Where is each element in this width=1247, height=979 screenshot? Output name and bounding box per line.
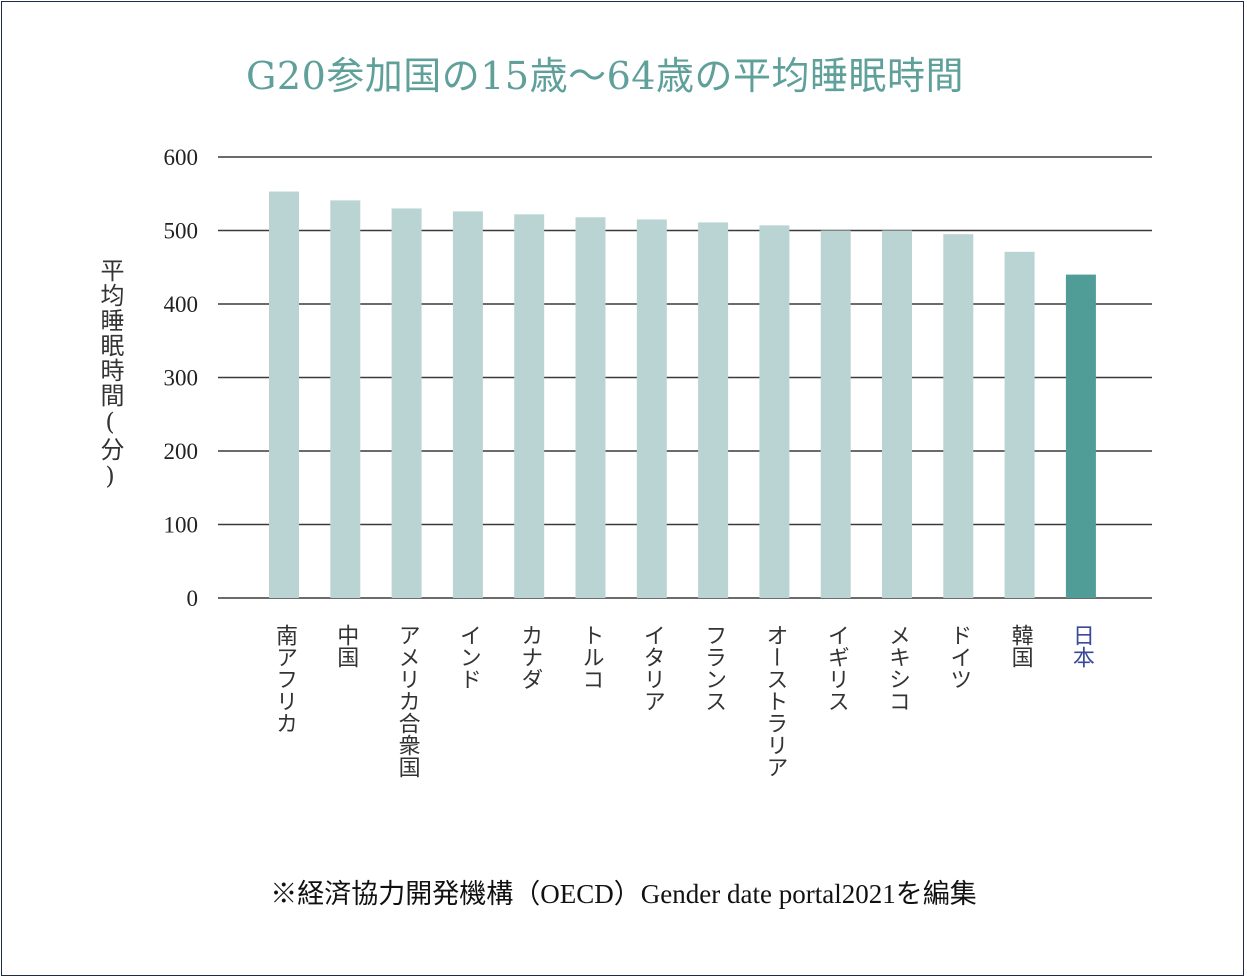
bar — [882, 230, 912, 598]
bar — [636, 219, 667, 598]
y-tick-label: 0 — [187, 586, 199, 611]
x-tick-label: イタリア — [639, 624, 665, 712]
x-tick-label: インド — [455, 624, 481, 690]
x-tick-label: 日本 — [1068, 624, 1094, 668]
x-tick-label: メキシコ — [885, 624, 910, 712]
y-tick-label: 300 — [164, 366, 199, 391]
bar — [269, 191, 299, 599]
y-tick-label: 400 — [164, 292, 199, 317]
bars — [269, 191, 1096, 599]
source-note: ※経済協力開発機構（OECD）Gender date portal2021を編集 — [270, 879, 977, 909]
bar — [1065, 274, 1096, 598]
x-tick-label: 中国 — [333, 624, 359, 668]
x-tick-label: トルコ — [578, 624, 604, 690]
chart-title: G20参加国の15歳～64歳の平均睡眠時間 — [246, 54, 964, 98]
x-tick-label: アメリカ合衆国 — [394, 624, 420, 778]
gridlines — [218, 156, 1152, 599]
bar — [759, 225, 790, 599]
y-tick-label: 600 — [164, 145, 199, 170]
x-tick-label: フランス — [701, 624, 727, 712]
x-tick-label: 南アフリカ — [272, 624, 297, 734]
y-tick-label: 500 — [164, 219, 199, 244]
x-tick-label: イギリス — [823, 624, 849, 712]
x-tick-label: 韓国 — [1007, 624, 1033, 668]
bar — [820, 230, 851, 598]
x-tick-label: ドイツ — [946, 624, 972, 690]
bar — [452, 211, 483, 598]
bar — [391, 208, 422, 598]
y-axis-label: 平均睡眠時間(分) — [96, 258, 124, 491]
bar — [943, 234, 974, 599]
bar — [514, 214, 545, 598]
y-tick-label: 100 — [164, 513, 199, 538]
y-tick-labels: 0 100 200 300 400 500 600 — [164, 145, 199, 611]
bar — [575, 217, 606, 598]
bar — [1004, 251, 1035, 598]
x-tick-label: オーストラリア — [762, 624, 788, 778]
y-tick-label: 200 — [164, 439, 199, 464]
x-tick-label: カナダ — [517, 624, 543, 690]
bar — [330, 200, 361, 599]
bar — [698, 222, 729, 599]
